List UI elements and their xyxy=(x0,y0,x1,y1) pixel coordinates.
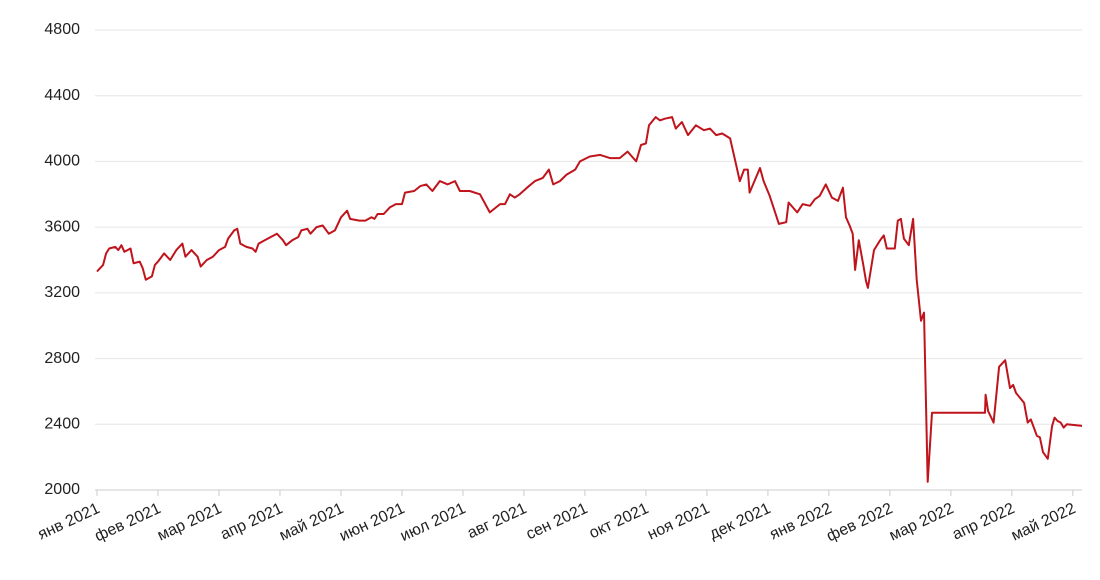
x-tick-label: май 2022 xyxy=(1009,500,1079,545)
x-tick-label: ноя 2021 xyxy=(645,500,712,544)
x-tick-label: дек 2021 xyxy=(707,500,773,543)
x-tick-label: апр 2021 xyxy=(218,500,286,544)
y-tick-label: 4800 xyxy=(44,21,80,38)
x-tick-label: фев 2021 xyxy=(92,500,163,545)
x-tick-label: сен 2021 xyxy=(524,500,591,543)
x-tick-label: фев 2022 xyxy=(824,500,895,545)
x-tick-label: май 2021 xyxy=(277,500,347,545)
x-tick-label: окт 2021 xyxy=(587,500,652,542)
y-tick-label: 4000 xyxy=(44,153,80,170)
y-tick-label: 3200 xyxy=(44,284,80,301)
x-tick-label: янв 2021 xyxy=(35,500,102,543)
y-tick-label: 3600 xyxy=(44,218,80,235)
x-tick-label: янв 2022 xyxy=(767,500,834,543)
y-tick-label: 4400 xyxy=(44,87,80,104)
x-tick-label: июл 2021 xyxy=(398,500,469,545)
y-tick-label: 2800 xyxy=(44,350,80,367)
y-tick-label: 2000 xyxy=(44,481,80,498)
x-tick-label: июн 2021 xyxy=(337,500,408,545)
x-tick-label: апр 2022 xyxy=(950,500,1018,544)
y-tick-label: 2400 xyxy=(44,416,80,433)
x-tick-label: мар 2021 xyxy=(155,500,225,545)
line-series xyxy=(96,116,1083,483)
x-tick-label: мар 2022 xyxy=(887,500,957,545)
x-tick-label: авг 2021 xyxy=(465,500,530,542)
